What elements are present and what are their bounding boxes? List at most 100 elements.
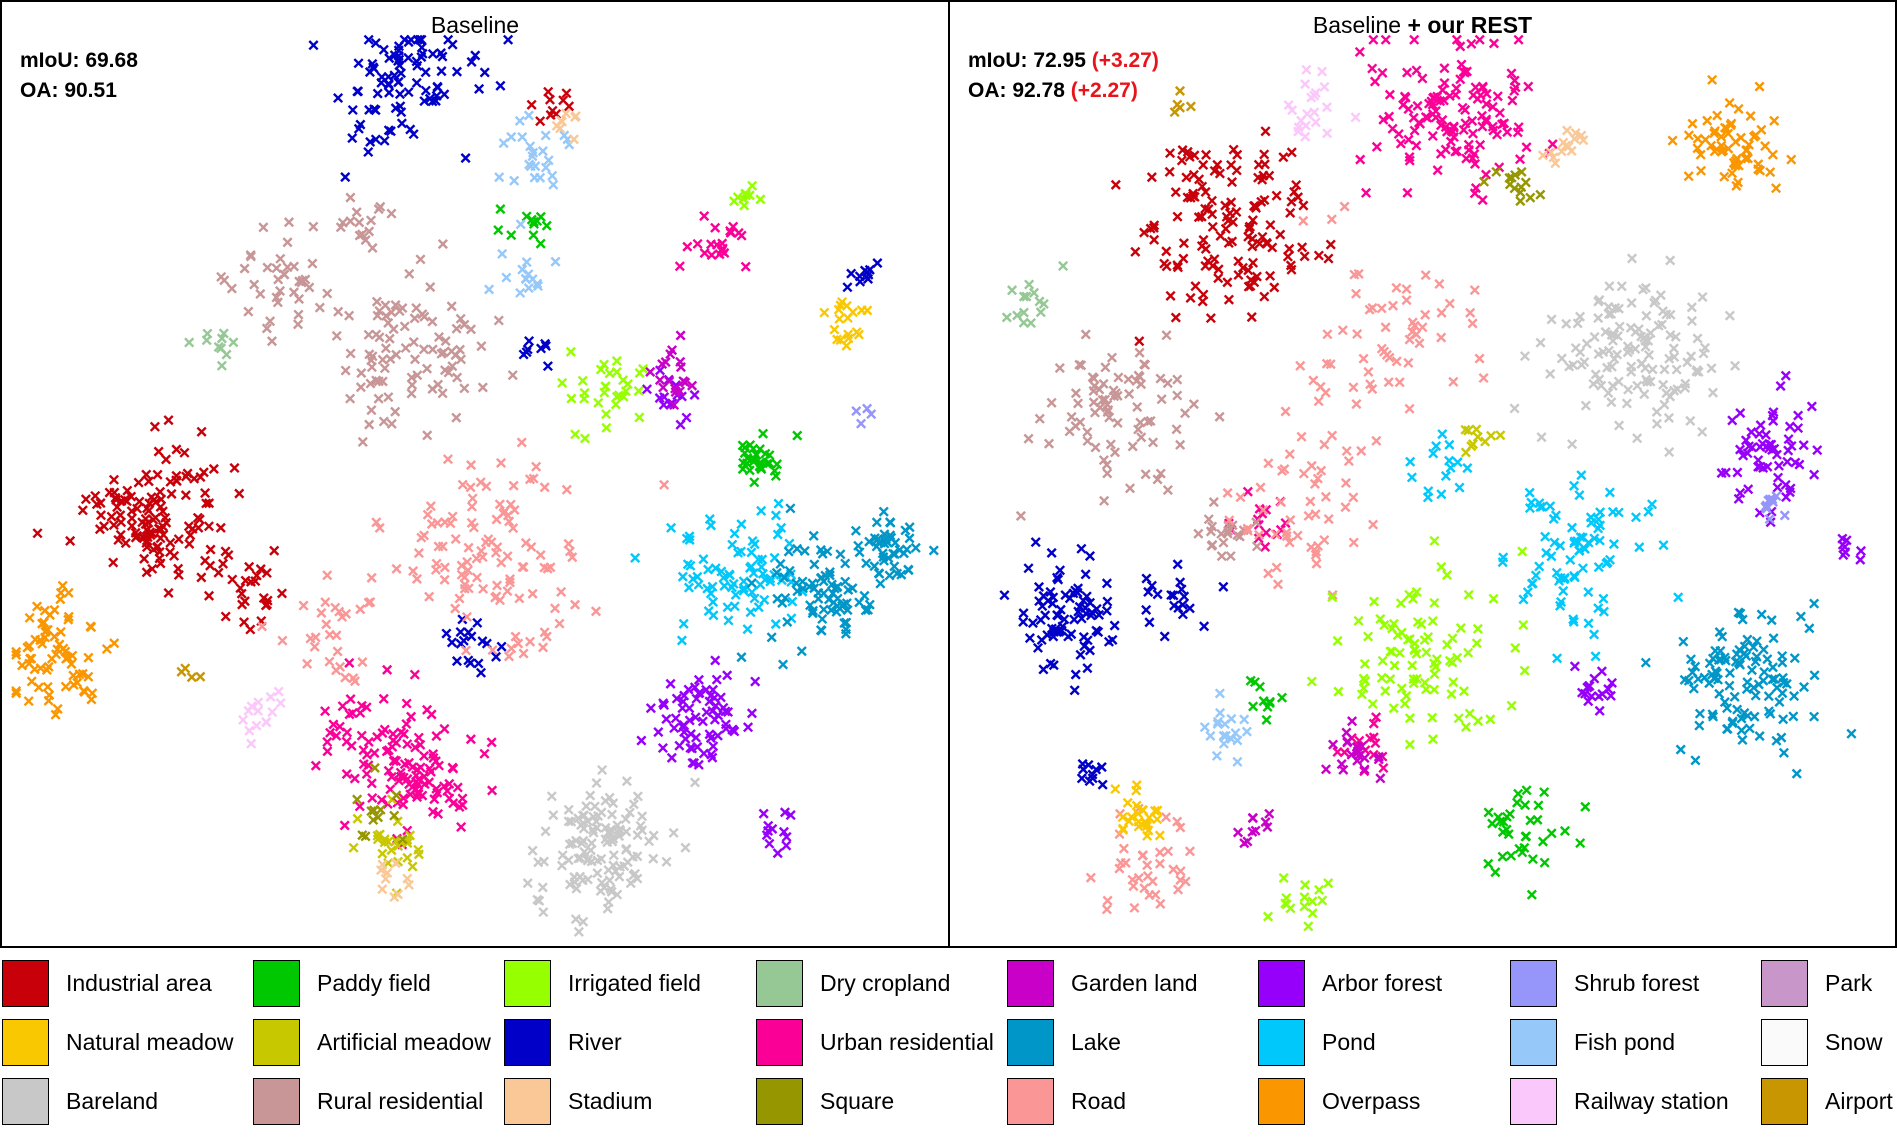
point-bareland: [1680, 382, 1691, 393]
point-pond: [1445, 462, 1456, 473]
point-river: [1172, 559, 1183, 570]
point-rural-residential: [1082, 435, 1093, 447]
point-river: [1052, 610, 1063, 621]
point-urban-residential: [1402, 187, 1413, 198]
point-lake: [1762, 654, 1773, 665]
point-rural-residential: [1088, 373, 1100, 384]
point-rural-residential: [378, 416, 389, 427]
point-rural-residential: [391, 349, 402, 360]
point-river: [463, 655, 474, 666]
point-rural-residential: [399, 321, 410, 332]
point-river: [1024, 633, 1035, 644]
point-bareland: [1576, 359, 1587, 370]
point-irrigated-field: [1411, 586, 1422, 598]
point-road: [439, 562, 450, 573]
point-river: [1107, 634, 1118, 645]
point-fish-pond: [1214, 707, 1226, 718]
point-road: [471, 572, 483, 583]
point-bareland: [606, 809, 618, 820]
point-bareland: [563, 855, 574, 866]
point-urban-residential: [1371, 712, 1382, 723]
point-rural-residential: [1155, 468, 1166, 479]
point-arbor-forest: [1605, 690, 1616, 701]
point-bareland: [573, 926, 584, 937]
point-industrial-area: [1209, 254, 1220, 265]
point-pond: [1589, 533, 1600, 544]
point-arbor-forest: [1746, 427, 1757, 438]
point-urban-residential: [1437, 114, 1448, 125]
point-urban-residential: [1456, 59, 1467, 70]
point-urban-residential: [1451, 146, 1462, 157]
point-road: [1469, 285, 1480, 296]
point-road: [1349, 269, 1360, 280]
point-industrial-area: [171, 444, 182, 455]
point-rural-residential: [226, 283, 237, 294]
point-arbor-forest: [772, 848, 783, 859]
point-irrigated-field: [1300, 879, 1311, 890]
point-rural-residential: [364, 349, 375, 360]
point-rural-residential: [476, 341, 487, 352]
point-industrial-area: [1265, 219, 1276, 231]
point-bareland: [1581, 338, 1592, 349]
point-overpass: [1740, 153, 1751, 164]
point-river: [1023, 563, 1034, 574]
point-natural-meadow: [834, 313, 845, 324]
point-bareland: [582, 874, 593, 885]
point-road: [1312, 473, 1323, 484]
point-road: [1368, 519, 1379, 530]
point-river: [446, 637, 457, 648]
point-urban-residential: [431, 783, 442, 794]
point-bareland: [1685, 415, 1696, 426]
point-lake: [874, 537, 885, 548]
point-road: [1448, 376, 1459, 387]
point-rural-residential: [272, 297, 283, 308]
point-paddy-field: [1546, 828, 1557, 839]
point-river: [474, 83, 485, 94]
metrics-baseline: mIoU: 69.68 OA: 90.51: [20, 46, 138, 106]
point-river: [475, 667, 487, 678]
point-pond: [1569, 572, 1580, 583]
point-urban-residential: [1428, 92, 1440, 103]
point-road: [1352, 328, 1363, 340]
point-lake: [807, 608, 818, 619]
point-urban-residential: [431, 730, 442, 742]
point-arbor-forest: [710, 655, 721, 666]
point-pond: [756, 505, 767, 516]
point-rural-residential: [261, 323, 272, 334]
point-rural-residential: [440, 336, 451, 347]
point-pond: [1574, 490, 1585, 501]
point-bareland: [591, 816, 602, 827]
point-overpass: [77, 668, 88, 679]
point-lake: [1719, 697, 1730, 708]
point-industrial-area: [130, 527, 141, 538]
point-square: [375, 804, 386, 815]
point-road: [439, 517, 450, 528]
point-paddy-field: [528, 230, 539, 241]
point-river: [393, 41, 404, 52]
point-fish-pond: [1211, 750, 1222, 761]
point-bareland: [587, 824, 598, 835]
point-rural-residential: [367, 242, 378, 254]
point-river: [1027, 618, 1038, 629]
point-river: [460, 153, 471, 164]
point-road: [334, 606, 345, 617]
point-bareland: [1664, 447, 1675, 458]
point-fish-pond: [1199, 722, 1210, 733]
point-pond: [722, 602, 733, 613]
panel-title-rest: Baseline + our REST: [950, 12, 1895, 39]
point-fish-pond: [523, 110, 534, 121]
point-urban-residential: [1253, 533, 1264, 544]
point-paddy-field: [748, 456, 759, 467]
point-rural-residential: [450, 350, 461, 361]
point-artificial-meadow: [352, 813, 363, 824]
point-arbor-forest: [654, 365, 666, 376]
point-rural-residential: [262, 262, 273, 273]
point-road: [499, 506, 510, 517]
point-river: [1093, 609, 1105, 620]
point-river: [1066, 629, 1077, 640]
point-industrial-area: [1220, 200, 1231, 211]
point-river: [846, 268, 857, 279]
point-river: [1030, 537, 1041, 548]
point-rural-residential: [1072, 398, 1084, 409]
point-road: [487, 645, 498, 656]
